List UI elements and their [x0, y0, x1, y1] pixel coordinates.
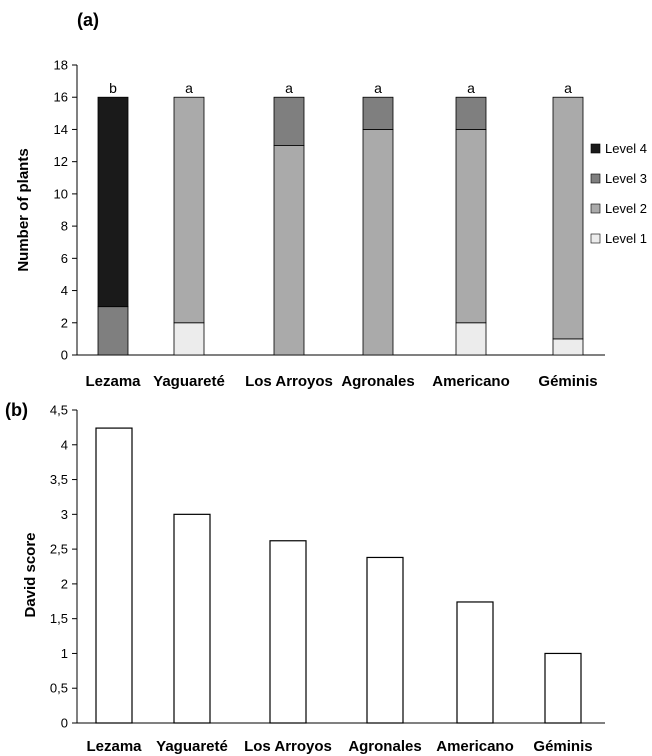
bar-yaguarete-level-1 — [173, 322, 205, 356]
panel-b-category-geminis: Géminis — [533, 738, 592, 755]
panel-a-category-agronales: Agronales — [341, 373, 414, 390]
legend-label-level-1: Level 1 — [605, 231, 647, 246]
panel-a-category-los-arroyos: Los Arroyos — [245, 373, 333, 390]
bar-los-arroyos-level-3 — [273, 96, 305, 146]
panel-a-y-tick-label: 0 — [61, 348, 68, 363]
bar-americano-level-3 — [455, 96, 487, 130]
panel-a-y-axis-label: Number of plants — [15, 148, 32, 271]
panel-b-y-axis-label: David score — [22, 532, 39, 617]
legend-swatch-level-1 — [590, 233, 601, 244]
panel-a-y-tick-label: 8 — [61, 219, 68, 234]
legend-swatch-level-2 — [590, 203, 601, 214]
panel-a-category-geminis: Géminis — [538, 373, 597, 390]
legend-swatch-level-4 — [590, 143, 601, 154]
panel-a-y-tick-label: 12 — [54, 154, 68, 169]
panel-b-axes: 0 0,5 1 1,5 2 2,5 3 3,5 4 4,5 — [50, 403, 605, 731]
panel-b-category-los-arroyos: Los Arroyos — [244, 738, 332, 755]
panel-a-y-tick-label: 4 — [61, 283, 68, 298]
significance-label-los-arroyos: a — [285, 80, 293, 96]
panel-b-y-tick-label: 4 — [61, 437, 68, 452]
bar-los-arroyos-level-2 — [273, 145, 305, 356]
panel-b-y-tick-label: 2 — [61, 576, 68, 591]
panel-a-y-tick-label: 14 — [54, 122, 68, 137]
panel-b-category-labels: Lezama Yaguareté Los Arroyos Agronales Ameri… — [86, 738, 592, 755]
panel-a-category-yaguarete: Yaguareté — [153, 373, 225, 390]
panel-a-legend: Level 4 Level 3 Level 2 Level 1 — [590, 141, 647, 246]
panel-a-y-tick-label: 6 — [61, 251, 68, 266]
panel-b-category-americano: Americano — [436, 738, 514, 755]
panel-a-category-labels: Lezama Yaguareté Los Arroyos Agronales Ameri… — [85, 373, 597, 390]
bar-americano-david-score — [456, 601, 494, 724]
bar-lezama-david-score — [95, 427, 133, 724]
panel-b-bars — [95, 427, 582, 724]
panel-a-bars — [97, 96, 584, 356]
bar-yaguarete-david-score — [173, 513, 211, 724]
significance-label-lezama: b — [109, 80, 117, 96]
panel-a-category-americano: Americano — [432, 373, 510, 390]
panel-b-y-tick-label: 1,5 — [50, 611, 68, 626]
panel-a-y-tick-label: 18 — [54, 58, 68, 73]
panel-b-category-yaguarete: Yaguareté — [156, 738, 228, 755]
significance-label-agronales: a — [374, 80, 382, 96]
legend-label-level-3: Level 3 — [605, 171, 647, 186]
panel-b-y-tick-label: 3 — [61, 507, 68, 522]
panel-b-y-tick-label: 4,5 — [50, 403, 68, 418]
significance-label-yaguarete: a — [185, 80, 193, 96]
panel-b-y-tick-label: 0,5 — [50, 681, 68, 696]
panel-a-label: (a) — [77, 10, 99, 30]
panel-a-axes: 0 2 4 6 8 10 12 14 16 18 — [54, 58, 605, 363]
bar-americano-level-1 — [455, 322, 487, 356]
bar-los-arroyos-david-score — [269, 540, 307, 724]
bar-lezama-level-3 — [97, 306, 129, 356]
panel-a: (a) Number of plants 0 2 4 6 8 10 12 14 16 18 b a a… — [15, 10, 647, 390]
panel-a-category-lezama: Lezama — [85, 373, 141, 390]
panel-b-y-tick-label: 2,5 — [50, 542, 68, 557]
panel-a-y-tick-label: 2 — [61, 315, 68, 330]
panel-b: (b) David score 0 0,5 1 1,5 2 2,5 3 3,5 4 4,5 Lez… — [5, 400, 605, 755]
bar-agronales-level-3 — [362, 96, 394, 130]
bar-americano-level-2 — [455, 129, 487, 324]
bar-yaguarete-level-2 — [173, 96, 205, 324]
legend-swatch-level-3 — [590, 173, 601, 184]
panel-b-label: (b) — [5, 400, 28, 420]
legend-label-level-2: Level 2 — [605, 201, 647, 216]
panel-b-y-tick-label: 3,5 — [50, 472, 68, 487]
panel-b-category-lezama: Lezama — [86, 738, 142, 755]
panel-b-category-agronales: Agronales — [348, 738, 421, 755]
panel-a-y-tick-label: 16 — [54, 90, 68, 105]
bar-lezama-level-4 — [97, 96, 129, 308]
bar-geminis-level-2 — [552, 96, 584, 340]
bar-agronales-level-2 — [362, 129, 394, 356]
bar-agronales-david-score — [366, 556, 404, 724]
panel-b-y-tick-label: 0 — [61, 716, 68, 731]
bar-geminis-david-score — [544, 652, 582, 724]
legend-label-level-4: Level 4 — [605, 141, 647, 156]
panel-b-y-tick-label: 1 — [61, 646, 68, 661]
bar-geminis-level-1 — [552, 338, 584, 356]
significance-label-geminis: a — [564, 80, 572, 96]
significance-label-americano: a — [467, 80, 475, 96]
panel-a-y-tick-label: 10 — [54, 186, 68, 201]
